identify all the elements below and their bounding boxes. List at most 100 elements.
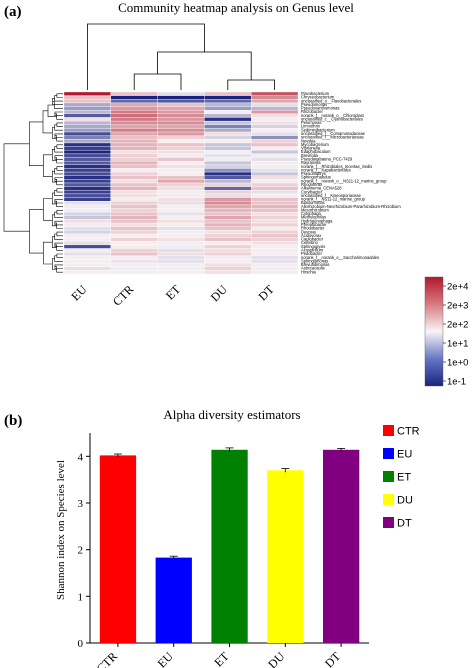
heatmap-title: Community heatmap analysis on Genus leve… — [118, 0, 354, 15]
colorbar-tick-label: 1e-1 — [447, 376, 466, 387]
genus-label: norank_f__norank_o__Saccharimonadales — [301, 255, 379, 260]
legend-swatch — [383, 425, 394, 436]
heatmap-cell — [204, 230, 252, 235]
bar-title: Alpha diversity estimators — [163, 407, 300, 422]
heatmap-cell — [157, 259, 205, 264]
heatmap-cell — [63, 182, 111, 187]
column-labels: EU CTR ET DU DT — [68, 282, 277, 309]
heatmap-cell — [204, 208, 252, 213]
dendro-branch — [56, 166, 63, 171]
heatmap-cell — [251, 230, 299, 235]
heatmap-cell — [204, 168, 252, 173]
row-labels: FlavobacteriumChryseobacteriumunclassifi… — [301, 91, 401, 274]
heatmap-cell — [110, 120, 158, 125]
heatmap-cell — [157, 95, 205, 100]
genus-label: norank_f__NS11-12_marine_group — [301, 197, 366, 202]
heatmap-cell — [204, 139, 252, 144]
genus-label: Devosia — [301, 229, 317, 234]
dendro-branch — [56, 231, 63, 237]
heatmap-cell — [63, 201, 111, 206]
heatmap-cell — [110, 201, 158, 206]
heatmap-cell — [157, 219, 205, 224]
heatmap-cell — [63, 259, 111, 264]
heatmap-cell — [251, 259, 299, 264]
heatmap-cell — [157, 215, 205, 220]
dendro-branch — [54, 146, 63, 153]
heatmap-cell — [63, 208, 111, 213]
heatmap-cell — [251, 117, 299, 122]
heatmap-cell — [251, 237, 299, 242]
heatmap-cell — [204, 241, 252, 246]
heatmap-cell — [251, 182, 299, 187]
dendro-branch — [54, 168, 63, 175]
bar — [155, 557, 192, 643]
heatmap-cell — [251, 142, 299, 147]
genus-label: Methylophilus — [301, 215, 326, 220]
genus-label: Acidovorax — [301, 233, 321, 238]
heatmap-cell — [110, 182, 158, 187]
heatmap-cell — [204, 259, 252, 264]
heatmap-cell — [63, 262, 111, 267]
panel-a-label: (a) — [4, 4, 22, 20]
heatmap-cell — [110, 168, 158, 173]
heatmap-cell — [63, 241, 111, 246]
heatmap-cell — [251, 171, 299, 176]
heatmap-cell — [110, 157, 158, 162]
y-tick-label: 4 — [78, 451, 84, 463]
heatmap-cell — [204, 131, 252, 136]
heatmap-cell — [157, 244, 205, 249]
heatmap-cell — [251, 168, 299, 173]
heatmap-cell — [157, 150, 205, 155]
heatmap-cell — [204, 179, 252, 184]
heatmap-cell — [110, 128, 158, 133]
legend-swatch — [383, 494, 394, 505]
heatmap-cell — [63, 139, 111, 144]
heatmap-cell — [110, 211, 158, 216]
heatmap-cell — [110, 164, 158, 169]
heatmap-cell — [251, 128, 299, 133]
heatmap-cell — [63, 237, 111, 242]
y-axis-label: Shannon index on Species level — [55, 460, 67, 600]
row-dendrogram — [3, 93, 63, 273]
heatmap-cell — [157, 117, 205, 122]
genus-label: Nevskia — [301, 138, 316, 143]
heatmap-cell — [157, 146, 205, 151]
heatmap-cell — [204, 164, 252, 169]
genus-label: Chryseobacterium — [301, 95, 335, 100]
heatmap-cell — [251, 135, 299, 140]
heatmap-cell — [157, 106, 205, 111]
legend-label: CTR — [397, 426, 420, 438]
genus-label: Cellvibrio — [301, 240, 319, 245]
heatmap-cell — [110, 171, 158, 176]
heatmap-cell — [63, 171, 111, 176]
dendro-branch — [157, 51, 252, 80]
dendro-branch — [43, 241, 53, 265]
heatmap-cell — [63, 230, 111, 235]
heatmap-cell — [63, 153, 111, 158]
heatmap-cell — [63, 248, 111, 253]
bar — [211, 449, 248, 643]
y-ticks: 0 1 2 3 4 — [78, 451, 90, 650]
genus-label: Hydrogenophaga — [301, 218, 333, 223]
heatmap-cell — [204, 99, 252, 104]
heatmap-cell — [157, 113, 205, 118]
heatmap-cell — [204, 113, 252, 118]
dendro-branch — [56, 93, 63, 98]
dendro-branch — [29, 121, 44, 166]
genus-label: Cytophaga — [301, 211, 322, 216]
heatmap-cell — [63, 222, 111, 227]
legend-swatch — [383, 517, 394, 528]
heatmap-cell — [204, 190, 252, 195]
heatmap-cell — [63, 215, 111, 220]
dendro-branch — [54, 190, 63, 196]
dendro-branch — [3, 143, 30, 232]
heatmap-cell — [63, 146, 111, 151]
heatmap-cell — [110, 139, 158, 144]
heatmap-cell — [251, 204, 299, 209]
genus-label: Azospirillum — [301, 248, 324, 253]
heatmap-cell — [63, 113, 111, 118]
heatmap-cell — [251, 102, 299, 107]
heatmap-cell — [204, 201, 252, 206]
heatmap-cell — [63, 179, 111, 184]
heatmap-cell — [251, 244, 299, 249]
